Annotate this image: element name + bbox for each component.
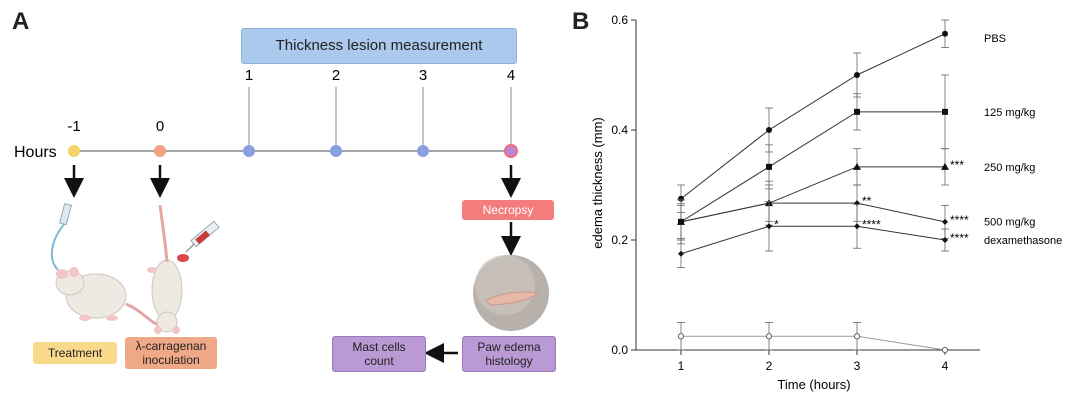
timepoint-label: 0 — [156, 118, 164, 135]
data-point — [942, 30, 948, 37]
mast-cells-box: Mast cells count — [332, 336, 426, 372]
mast-cells-label: Mast cells count — [352, 340, 406, 368]
data-point — [854, 223, 860, 230]
data-point — [766, 163, 772, 170]
data-point — [765, 333, 773, 340]
timepoint-dot-1 — [243, 145, 255, 157]
treatment-box: Treatment — [33, 342, 117, 364]
significance-marker: *** — [950, 158, 964, 172]
significance-marker: **** — [950, 213, 969, 227]
mouse-treatment-icon — [50, 202, 176, 328]
data-point — [854, 108, 860, 115]
series-line — [680, 202, 946, 223]
series-line — [680, 225, 946, 255]
necropsy-label: Necropsy — [482, 203, 534, 217]
significance-marker: * — [774, 217, 779, 231]
timepoint-dot-4 — [504, 144, 518, 158]
timepoint-label: -1 — [67, 118, 80, 135]
treatment-label: Treatment — [47, 346, 103, 360]
significance-marker: ** — [862, 194, 872, 208]
x-tick-label: 4 — [942, 359, 949, 373]
hours-label: Hours — [14, 144, 57, 161]
series-label: PBS — [984, 33, 1006, 45]
data-point — [942, 237, 948, 243]
panel-a-letter: A — [12, 8, 30, 35]
timepoint-label: 4 — [507, 67, 515, 84]
panel-b-letter: B — [572, 8, 590, 35]
histology-box: Paw edema histology — [462, 336, 556, 372]
timepoint-label: 2 — [332, 67, 340, 84]
data-point — [941, 162, 949, 170]
series-line — [680, 33, 946, 200]
data-point — [678, 250, 684, 257]
y-tick-label: 0.0 — [611, 343, 628, 357]
series-label: dexamethasone — [984, 235, 1062, 247]
series-label: 125 mg/kg — [984, 107, 1035, 119]
data-point — [942, 218, 948, 225]
necropsy-box: Necropsy — [462, 200, 554, 220]
series-label: 500 mg/kg — [984, 217, 1035, 229]
timepoint-label: 3 — [419, 67, 427, 84]
x-tick-label: 2 — [766, 359, 773, 373]
data-point — [854, 72, 860, 78]
x-tick-label: 1 — [678, 359, 685, 373]
y-tick-label: 0.6 — [611, 13, 628, 27]
measurement-label: Thickness lesion measurement — [275, 37, 483, 54]
x-tick-label: 3 — [854, 359, 861, 373]
paw-photo-icon — [473, 255, 549, 331]
timepoint-label: 1 — [245, 67, 253, 84]
timeline-diagram: -1 0 1 2 3 4 Hours — [14, 67, 549, 363]
timepoint-dot-3 — [417, 145, 429, 157]
timepoint-dot-minus1 — [68, 145, 80, 157]
data-point — [677, 333, 685, 340]
significance-marker: **** — [950, 231, 969, 245]
data-point — [678, 218, 684, 225]
y-tick-label: 0.4 — [611, 123, 628, 137]
series-label: 250 mg/kg — [984, 162, 1035, 174]
series-line — [680, 111, 945, 223]
significance-marker: **** — [862, 217, 881, 231]
data-point — [766, 223, 772, 230]
data-point — [941, 346, 949, 354]
series-line — [681, 335, 946, 351]
data-point — [942, 108, 948, 115]
inoculation-label: λ-carragenan inoculation — [135, 339, 207, 367]
y-axis-label: edema thickness (mm) — [590, 117, 605, 248]
data-point — [853, 162, 861, 170]
inoculation-box: λ-carragenan inoculation — [125, 337, 217, 369]
x-axis-label: Time (hours) — [777, 377, 850, 392]
histology-label: Paw edema histology — [477, 340, 541, 368]
data-point — [766, 127, 772, 133]
mouse-inoculation-icon — [147, 204, 220, 334]
timepoint-dot-2 — [330, 145, 342, 157]
timepoint-dot-0 — [154, 145, 166, 157]
y-tick-label: 0.2 — [611, 233, 628, 247]
data-point — [853, 333, 861, 340]
measurement-box: Thickness lesion measurement — [241, 28, 517, 64]
